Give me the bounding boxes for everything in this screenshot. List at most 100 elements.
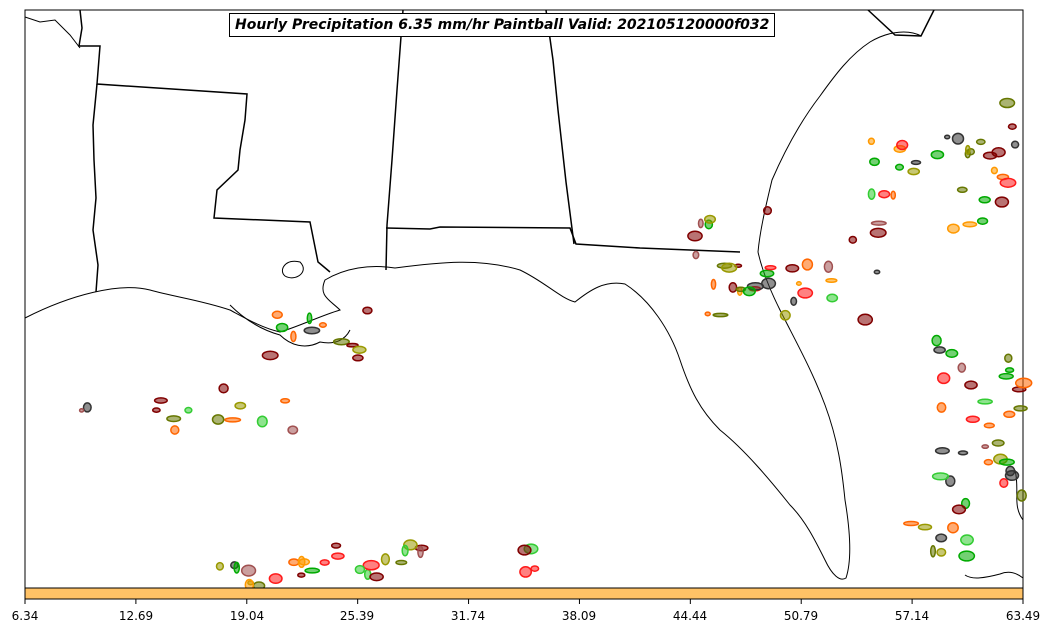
precipitation-blob bbox=[991, 147, 1006, 158]
precipitation-blob bbox=[303, 326, 321, 335]
precipitation-blob bbox=[78, 408, 85, 413]
precipitation-blob bbox=[1016, 489, 1027, 502]
precipitation-blob bbox=[930, 150, 945, 160]
precipitation-blob bbox=[934, 447, 950, 455]
precipitation-blob bbox=[764, 265, 777, 271]
precipitation-blob bbox=[759, 269, 775, 278]
precipitation-blob bbox=[998, 372, 1014, 380]
precipitation-blob bbox=[380, 553, 391, 566]
precipitation-blob bbox=[304, 567, 321, 574]
precipitation-blob bbox=[962, 221, 978, 228]
precipitation-blob bbox=[825, 277, 838, 284]
precipitation-blob bbox=[935, 533, 948, 543]
colorbar-ticks bbox=[24, 599, 1024, 604]
precipitation-blob bbox=[721, 262, 738, 273]
precipitation-blob bbox=[1007, 123, 1017, 130]
precipitation-blob bbox=[346, 342, 359, 348]
precipitation-blob bbox=[929, 545, 937, 558]
precipitation-blob bbox=[271, 310, 283, 320]
precipitation-blob bbox=[369, 572, 384, 582]
precipitation-blob bbox=[742, 286, 756, 297]
precipitation-blob bbox=[517, 544, 532, 556]
precipitation-blob bbox=[352, 345, 367, 354]
colorbar-tick-label: 6.34 bbox=[11, 609, 39, 623]
colorbar-tick-label: 57.14 bbox=[894, 609, 930, 623]
precipitation-blob bbox=[848, 235, 858, 244]
precipitation-blob bbox=[728, 281, 738, 293]
precipitation-blob bbox=[280, 397, 291, 404]
precipitation-blob bbox=[994, 196, 1010, 208]
precipitation-blob bbox=[697, 218, 704, 229]
precipitation-blob bbox=[290, 330, 297, 343]
precipitation-blob bbox=[826, 293, 839, 303]
precipitation-blob bbox=[1013, 405, 1028, 412]
map-frame bbox=[24, 9, 1024, 589]
precipitation-blob bbox=[330, 542, 342, 549]
precipitation-blob bbox=[964, 144, 971, 155]
precipitation-blob bbox=[964, 380, 978, 390]
precipitation-blob bbox=[896, 139, 909, 151]
precipitation-blob bbox=[960, 534, 974, 546]
precipitation-blob bbox=[151, 407, 161, 413]
precipitation-blob bbox=[692, 250, 700, 260]
precipitation-blob bbox=[354, 564, 366, 575]
precipitation-blob bbox=[224, 417, 242, 423]
precipitation-blob bbox=[790, 296, 798, 306]
colorbar-tick-label: 25.39 bbox=[339, 609, 375, 623]
precipitation-blob bbox=[946, 223, 960, 234]
precipitation-blob bbox=[957, 362, 967, 373]
precipitation-blob bbox=[261, 350, 279, 361]
precipitation-blob bbox=[362, 306, 373, 315]
precipitation-blob bbox=[857, 313, 874, 326]
precipitation-blob bbox=[869, 227, 887, 238]
precipitation-blob bbox=[933, 346, 946, 354]
precipitation-blob bbox=[1003, 410, 1016, 419]
precipitation-blob bbox=[234, 401, 247, 410]
precipitation-blob bbox=[945, 348, 959, 358]
precipitation-blob bbox=[977, 398, 993, 405]
precipitation-blob bbox=[797, 287, 814, 299]
precipitation-blob bbox=[945, 475, 956, 487]
colorbar bbox=[24, 587, 1024, 600]
precipitation-blob bbox=[936, 402, 947, 413]
precipitation-blob bbox=[703, 214, 717, 224]
precipitation-blob bbox=[240, 564, 257, 577]
precipitation-blob bbox=[318, 322, 328, 328]
precipitation-blob bbox=[417, 545, 424, 559]
colorbar-tick-label: 31.74 bbox=[450, 609, 486, 623]
precipitation-blob bbox=[936, 372, 951, 385]
precipitation-blob bbox=[957, 450, 969, 456]
precipitation-blob bbox=[998, 458, 1015, 466]
precipitation-blob bbox=[823, 260, 834, 273]
state-borders bbox=[78, 9, 935, 293]
precipitation-blob bbox=[1014, 377, 1033, 389]
precipitation-blob bbox=[352, 354, 364, 362]
precipitation-blob bbox=[233, 561, 241, 574]
precipitation-blob bbox=[983, 422, 995, 429]
precipitation-blob bbox=[991, 439, 1005, 447]
precipitation-blob bbox=[712, 312, 729, 318]
precipitation-blob bbox=[785, 263, 800, 273]
colorbar-tick-label: 63.49 bbox=[1005, 609, 1041, 623]
precipitation-blob bbox=[873, 269, 881, 275]
precipitation-blob bbox=[956, 186, 968, 194]
precipitation-blob bbox=[211, 414, 225, 425]
precipitation-blob bbox=[981, 444, 990, 450]
precipitation-blob bbox=[306, 312, 313, 325]
precipitation-blob bbox=[287, 425, 299, 435]
precipitation-blob bbox=[869, 157, 880, 167]
precipitation-blob bbox=[761, 277, 777, 290]
precipitation-blob bbox=[256, 415, 268, 428]
precipitation-blob bbox=[958, 550, 976, 562]
precipitation-blob bbox=[395, 559, 408, 566]
precipitation-blob bbox=[936, 547, 947, 557]
precipitation-blob bbox=[298, 558, 311, 566]
precipitation-blob bbox=[82, 402, 92, 413]
precipitation-blob bbox=[917, 523, 933, 531]
precipitation-blob bbox=[999, 97, 1016, 109]
precipitation-blob bbox=[319, 559, 330, 566]
precipitation-blob bbox=[890, 190, 897, 200]
precipitation-blob bbox=[903, 520, 920, 527]
precipitation-blob bbox=[894, 163, 905, 171]
